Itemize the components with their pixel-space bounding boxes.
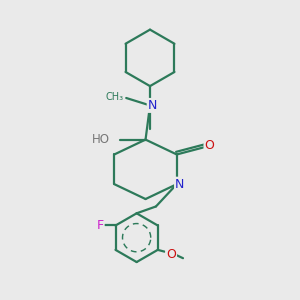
Text: CH₃: CH₃	[106, 92, 124, 102]
Text: O: O	[166, 248, 176, 261]
Text: O: O	[205, 139, 214, 152]
Text: N: N	[175, 178, 184, 191]
Text: HO: HO	[92, 133, 110, 146]
Text: N: N	[148, 99, 157, 112]
Text: F: F	[97, 219, 104, 232]
